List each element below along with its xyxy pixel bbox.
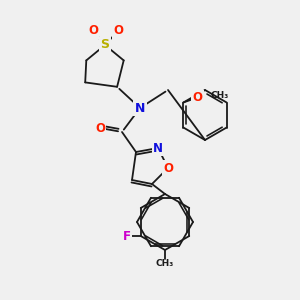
Text: O: O [192, 91, 202, 104]
Text: CH₃: CH₃ [210, 91, 229, 100]
Text: CH₃: CH₃ [156, 259, 174, 268]
Text: F: F [123, 230, 131, 242]
Text: O: O [113, 25, 123, 38]
Text: N: N [135, 101, 145, 115]
Text: O: O [95, 122, 105, 134]
Text: N: N [153, 142, 163, 154]
Text: S: S [100, 38, 109, 52]
Text: O: O [163, 161, 173, 175]
Text: O: O [88, 25, 98, 38]
